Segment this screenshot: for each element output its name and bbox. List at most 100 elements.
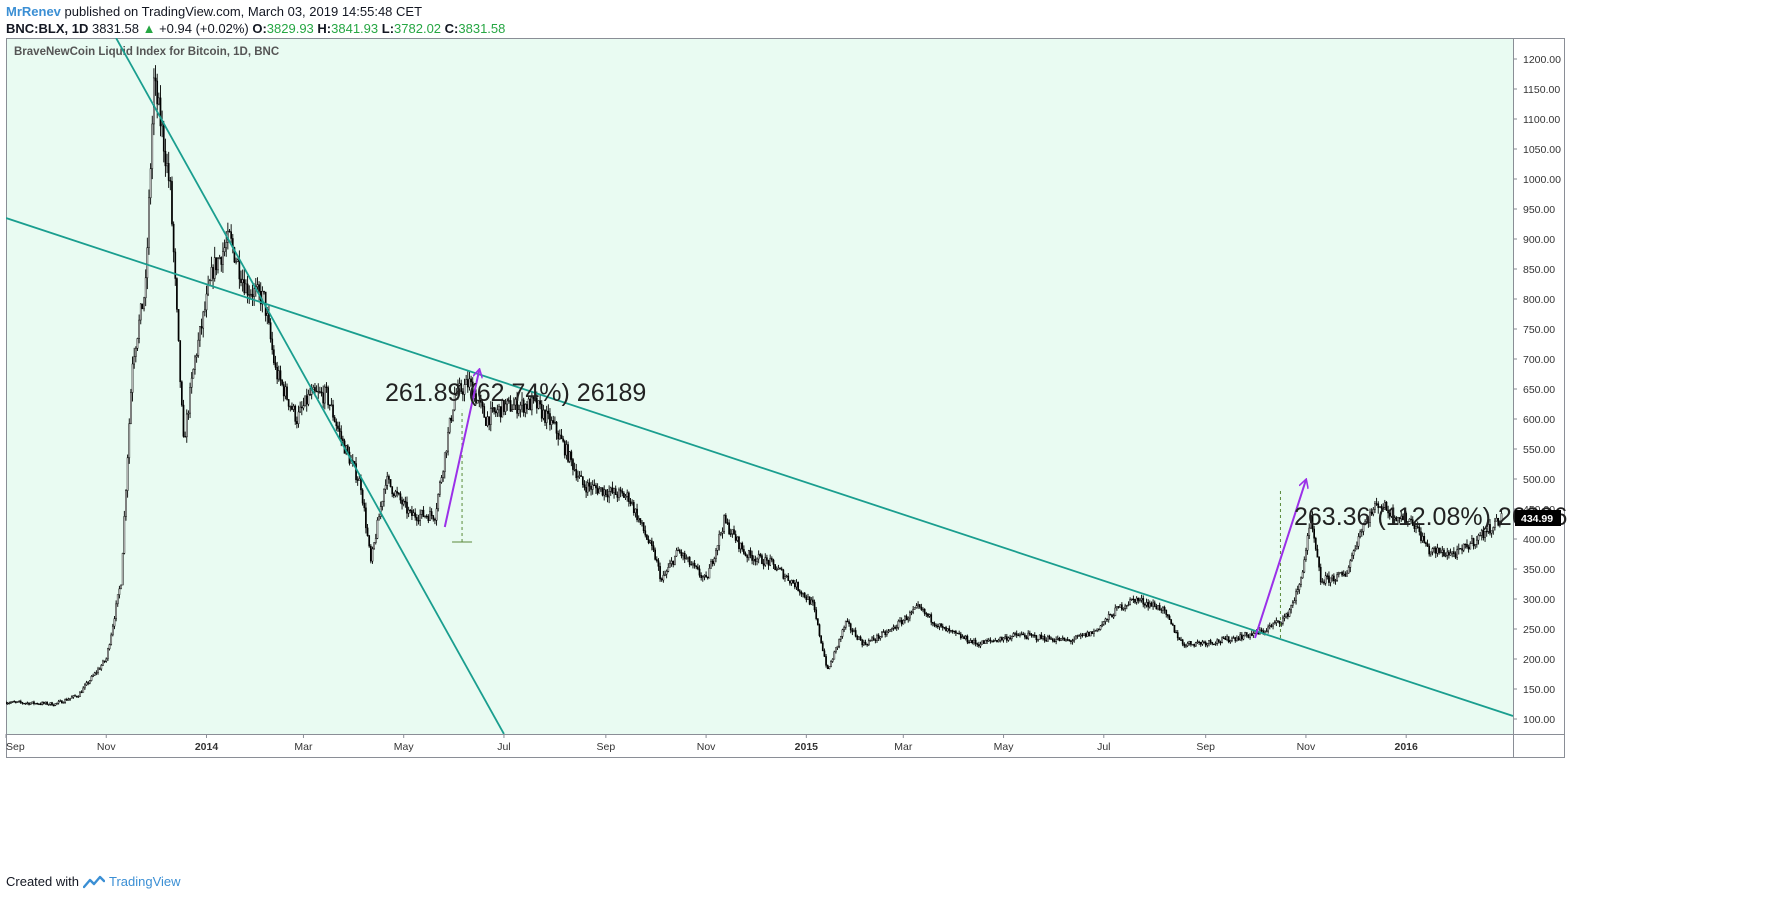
candle-body [968, 641, 970, 644]
candle-body [660, 578, 663, 581]
candle-body [849, 623, 852, 631]
candle-body [251, 293, 254, 297]
candle-body [164, 150, 167, 167]
candle-body [846, 620, 849, 623]
tradingview-link[interactable]: TradingView [108, 874, 181, 889]
candle-body [1451, 551, 1454, 554]
candle-body [790, 580, 793, 584]
candle-body [233, 247, 236, 263]
candle-body [603, 489, 606, 496]
candle-body [157, 97, 160, 105]
candle-body [876, 634, 878, 641]
candle-body [1298, 584, 1301, 590]
candle-body [1004, 636, 1007, 639]
candle-body [355, 463, 357, 480]
candle-body [925, 613, 928, 615]
candle-body [136, 338, 139, 349]
candle-body [568, 451, 571, 462]
candle-body [1086, 631, 1089, 637]
candle-body [447, 431, 449, 452]
candle-body [307, 394, 310, 405]
candle-body [1497, 517, 1500, 526]
candle-body [439, 482, 441, 495]
candle-body [1495, 517, 1498, 522]
candle-body [180, 381, 183, 406]
candle-body [1429, 551, 1432, 555]
candle-body [1278, 620, 1281, 624]
price-chart[interactable]: 100.00 150.00 200.00 250.00 300.00 350.00 400.… [0, 0, 1788, 870]
candle-body [424, 515, 426, 518]
candle-body [1469, 543, 1472, 550]
candle-body [1211, 642, 1214, 645]
candle-body [692, 562, 694, 566]
y-tick-label: 1150.00 [1523, 84, 1560, 96]
y-tick-label: 900.00 [1523, 234, 1555, 246]
author-link[interactable]: MrRenev [6, 4, 61, 19]
candle-body [821, 642, 824, 652]
candle-body [228, 230, 231, 233]
projection-label: 261.89 (62.74%) 26189 [385, 379, 646, 407]
candle-body [802, 592, 804, 595]
candle-body [864, 641, 867, 645]
candle-body [542, 409, 545, 419]
candle-body [545, 410, 548, 423]
candle-body [1193, 644, 1196, 647]
candle-body [672, 560, 675, 565]
candle-body [1484, 531, 1486, 539]
candle-body [1024, 634, 1026, 638]
candle-body [718, 533, 721, 546]
candle-body [1436, 547, 1439, 554]
candle-body [70, 696, 73, 699]
candle-body [803, 592, 806, 598]
candle-body [744, 553, 747, 556]
candle-body [1331, 575, 1334, 579]
candle-body [511, 409, 514, 412]
candle-body [1290, 605, 1292, 611]
candle-body [1352, 550, 1355, 556]
candle-body [1071, 640, 1074, 642]
candle-body [826, 665, 829, 669]
candle-body [1267, 626, 1269, 632]
y-tick-label: 950.00 [1523, 204, 1555, 216]
candle-body [766, 557, 768, 561]
candle-body [1466, 543, 1468, 548]
candle-body [915, 605, 918, 609]
candle-body [1078, 635, 1080, 637]
candle-body [1167, 614, 1169, 617]
candle-body [41, 702, 44, 705]
candle-body [830, 661, 832, 667]
candle-body [465, 379, 468, 385]
candle-body [1153, 602, 1156, 607]
candle-body [996, 639, 998, 642]
candle-body [879, 636, 882, 639]
candle-body [402, 500, 405, 505]
candle-body [26, 702, 29, 704]
candle-body [1347, 567, 1350, 574]
candle-body [818, 624, 821, 636]
candle-body [54, 703, 57, 706]
candle-body [629, 501, 632, 504]
candle-body [667, 567, 670, 572]
candle-body [1009, 637, 1011, 640]
candle-body [698, 568, 701, 576]
candle-body [273, 349, 275, 364]
candle-body [516, 398, 518, 414]
candle-body [1134, 598, 1136, 603]
candle-body [411, 510, 413, 516]
candle-body [1494, 520, 1496, 528]
candle-body [1091, 631, 1094, 634]
candle-body [1314, 537, 1317, 550]
candle-body [1019, 634, 1021, 636]
candle-body [143, 297, 145, 310]
candle-body [430, 511, 433, 516]
candle-body [1474, 543, 1477, 547]
candle-body [1374, 503, 1376, 510]
candle-body [1472, 538, 1475, 547]
candle-body [314, 387, 316, 392]
candle-body [448, 417, 451, 433]
candle-body [1196, 641, 1199, 644]
candle-body [6, 701, 7, 705]
candle-body [961, 636, 964, 639]
candle-body [248, 294, 251, 296]
candle-body [499, 406, 502, 418]
